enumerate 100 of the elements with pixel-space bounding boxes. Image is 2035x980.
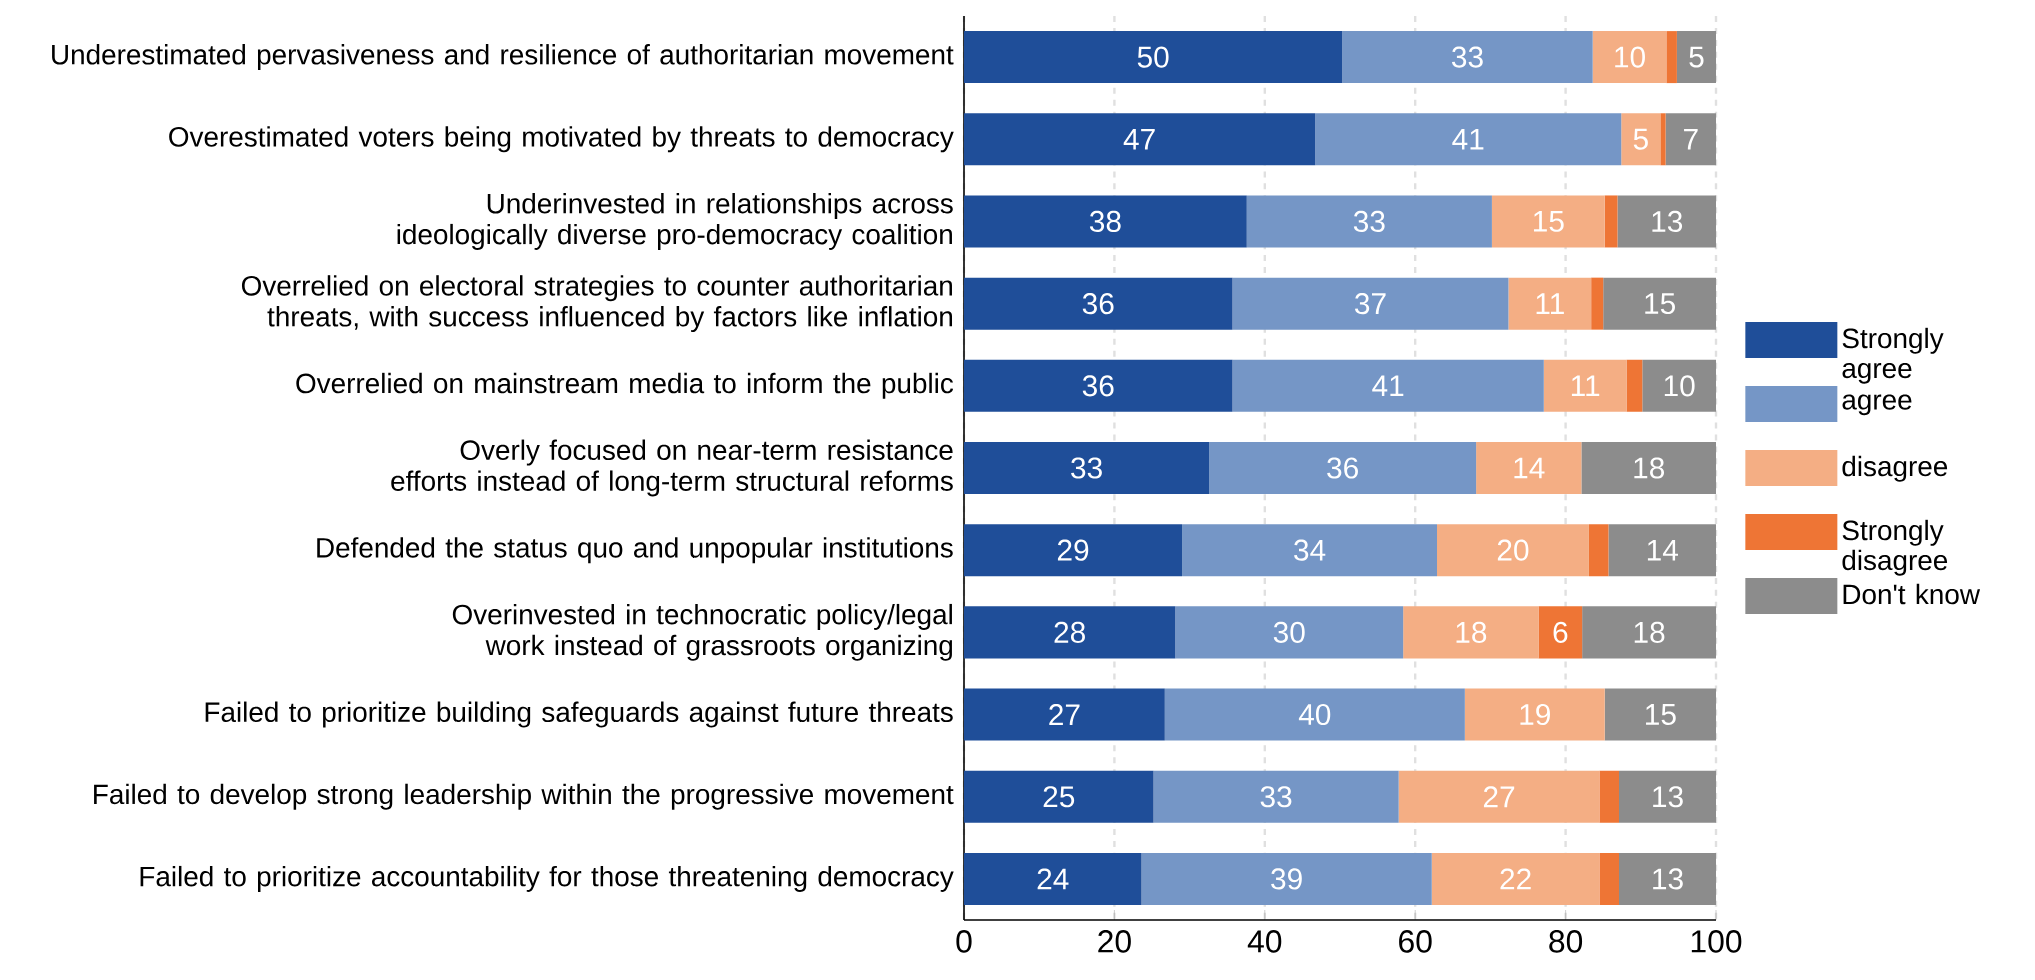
y-tick-label: Overrelied on mainstream media to inform the public xyxy=(296,372,954,399)
bar xyxy=(1182,524,1438,577)
data-label: 11 xyxy=(1536,293,1564,314)
bar xyxy=(1676,31,1717,84)
data-label: 33 xyxy=(1353,210,1385,233)
bar xyxy=(964,688,1165,741)
data-label: 19 xyxy=(1520,703,1550,726)
bar xyxy=(1588,524,1609,577)
data-label: 33 xyxy=(1451,46,1483,68)
y-tick-label: Overrelied on electoral strategies to counter authoritarian threats, with success influenced by factors like inflation xyxy=(241,275,953,333)
data-label: 13 xyxy=(1653,786,1683,808)
y-tick-label: Defended the status quo and unpopular institutions xyxy=(317,537,953,564)
data-label: 27 xyxy=(1483,786,1515,808)
bar xyxy=(1619,770,1717,823)
bar xyxy=(1599,852,1619,905)
data-label: 41 xyxy=(1372,375,1404,397)
bar xyxy=(964,359,1233,412)
data-label: 47 xyxy=(1123,128,1155,150)
bar xyxy=(964,606,1176,659)
data-label: 18 xyxy=(1634,457,1665,479)
bar xyxy=(1431,852,1600,905)
bar xyxy=(964,113,1316,166)
x-tick-label: 0 xyxy=(956,930,972,953)
bar xyxy=(964,277,1233,330)
x-tick-label: 80 xyxy=(1549,930,1583,953)
legend-label: agree xyxy=(1842,394,1912,416)
bar xyxy=(964,852,1142,905)
data-label: 25 xyxy=(1043,786,1075,808)
bar xyxy=(1141,852,1432,905)
x-tick-label: 60 xyxy=(1399,930,1432,953)
y-tick-label: Overinvested in technocratic policy/legal work instead of grassroots organizing xyxy=(452,603,953,661)
data-label: 5 xyxy=(1633,128,1648,150)
bar xyxy=(1604,688,1717,741)
data-label: 18 xyxy=(1456,621,1487,643)
bar xyxy=(1543,359,1627,412)
data-label: 11 xyxy=(1571,375,1600,397)
data-label: 15 xyxy=(1533,211,1564,232)
data-label: 22 xyxy=(1500,868,1531,890)
data-label: 13 xyxy=(1653,868,1683,890)
bar xyxy=(1603,277,1717,330)
bar xyxy=(1246,195,1492,248)
y-tick-label: Failed to prioritize building safeguards against future threats xyxy=(205,701,953,728)
data-label: 33 xyxy=(1260,786,1292,808)
data-label: 41 xyxy=(1452,128,1484,150)
data-label: 7 xyxy=(1684,128,1698,150)
data-label: 10 xyxy=(1615,46,1645,68)
data-label: 37 xyxy=(1354,293,1386,315)
bar xyxy=(964,770,1154,823)
x-tick-label: 20 xyxy=(1098,930,1131,953)
data-label: 15 xyxy=(1646,704,1676,725)
bar xyxy=(1621,113,1661,166)
x-tick-label: 100 xyxy=(1691,930,1742,953)
bar xyxy=(1581,442,1717,495)
legend-label: disagree xyxy=(1842,455,1948,482)
y-tick-label: Failed to prioritize accountability for those threatening democracy xyxy=(140,865,954,892)
y-tick-label: Underinvested in relationships across ideologically diverse pro-democracy coalition xyxy=(397,193,953,250)
bar xyxy=(1538,606,1583,659)
data-label: 14 xyxy=(1514,457,1545,479)
y-tick-label: Underestimated pervasiveness and resilience of authoritarian movement xyxy=(52,44,954,71)
bar xyxy=(1403,606,1539,659)
data-label: 15 xyxy=(1645,293,1675,315)
legend-label: Don't know xyxy=(1843,583,1981,605)
bar xyxy=(1660,113,1666,166)
x-tick-label: 40 xyxy=(1247,930,1282,953)
bar xyxy=(964,195,1247,248)
data-label: 33 xyxy=(1071,457,1102,479)
bar xyxy=(964,442,1210,495)
data-label: 20 xyxy=(1497,539,1529,561)
bar xyxy=(1642,359,1717,412)
bar xyxy=(1508,277,1592,330)
bar xyxy=(1464,688,1605,741)
data-label: 29 xyxy=(1057,539,1089,561)
data-label: 6 xyxy=(1553,621,1568,643)
bar xyxy=(1599,770,1619,823)
bar xyxy=(1232,359,1544,412)
bar xyxy=(1164,688,1465,741)
data-label: 27 xyxy=(1049,704,1080,725)
bar xyxy=(1617,195,1717,248)
bar xyxy=(1175,606,1404,659)
bar xyxy=(1619,852,1717,905)
bar xyxy=(1398,770,1600,823)
data-label: 13 xyxy=(1652,210,1683,233)
bar xyxy=(1476,442,1582,495)
bar xyxy=(964,524,1183,577)
bar xyxy=(1232,277,1509,330)
bar xyxy=(1665,113,1717,166)
data-label: 36 xyxy=(1082,293,1114,315)
bar xyxy=(1209,442,1477,495)
bar xyxy=(1153,770,1399,823)
data-label: 30 xyxy=(1273,621,1305,643)
data-label: 18 xyxy=(1634,621,1665,643)
data-label: 36 xyxy=(1327,457,1358,479)
y-tick-label: Failed to develop strong leadership within the progressive movement xyxy=(94,783,954,810)
bar xyxy=(1608,524,1717,577)
bar xyxy=(1666,31,1677,84)
data-label: 38 xyxy=(1089,210,1121,233)
bar xyxy=(1591,277,1604,330)
bar xyxy=(1604,195,1618,248)
bar xyxy=(1491,195,1605,248)
bar xyxy=(1437,524,1589,577)
